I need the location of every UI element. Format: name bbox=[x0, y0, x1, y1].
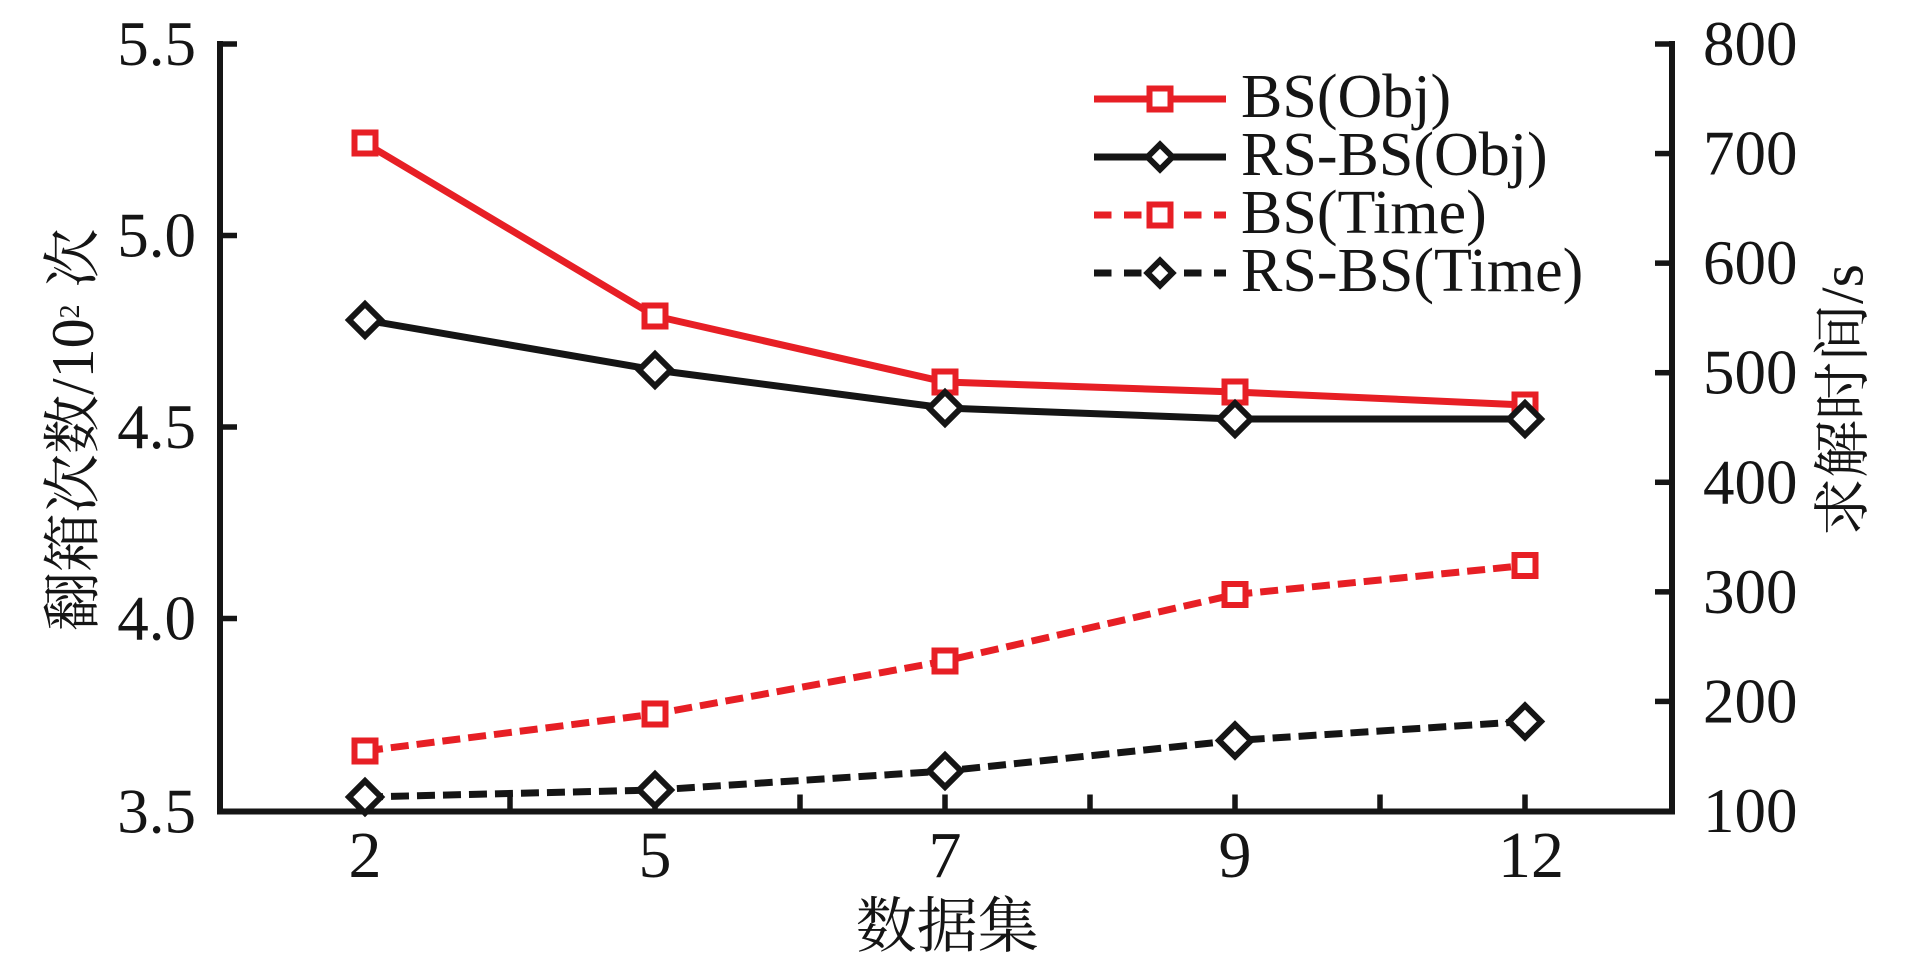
svg-text:5.0: 5.0 bbox=[117, 201, 196, 271]
svg-text:800: 800 bbox=[1703, 9, 1798, 79]
svg-text:500: 500 bbox=[1703, 338, 1798, 408]
svg-text:BS(Obj): BS(Obj) bbox=[1241, 63, 1451, 131]
svg-text:9: 9 bbox=[1219, 819, 1252, 892]
svg-text:100: 100 bbox=[1703, 776, 1798, 846]
svg-text:2: 2 bbox=[349, 819, 382, 892]
svg-text:400: 400 bbox=[1703, 447, 1798, 517]
svg-text:5: 5 bbox=[639, 819, 672, 892]
svg-text:7: 7 bbox=[929, 819, 962, 892]
svg-text:4.0: 4.0 bbox=[117, 584, 196, 654]
svg-text:3.5: 3.5 bbox=[117, 777, 196, 847]
svg-text:/10: /10 bbox=[40, 318, 106, 395]
svg-text:RS-BS(Obj): RS-BS(Obj) bbox=[1241, 121, 1548, 189]
svg-text:5.5: 5.5 bbox=[117, 9, 196, 79]
svg-text:4.5: 4.5 bbox=[117, 392, 196, 462]
svg-text:12: 12 bbox=[1498, 819, 1564, 892]
svg-text:700: 700 bbox=[1703, 119, 1798, 189]
svg-text:/s: /s bbox=[1810, 264, 1876, 304]
svg-text:BS(Time): BS(Time) bbox=[1241, 179, 1487, 247]
svg-text:2: 2 bbox=[55, 305, 86, 319]
svg-text:600: 600 bbox=[1703, 228, 1798, 298]
svg-text:200: 200 bbox=[1703, 666, 1798, 736]
svg-text:RS-BS(Time): RS-BS(Time) bbox=[1241, 237, 1583, 305]
svg-text:300: 300 bbox=[1703, 557, 1798, 627]
